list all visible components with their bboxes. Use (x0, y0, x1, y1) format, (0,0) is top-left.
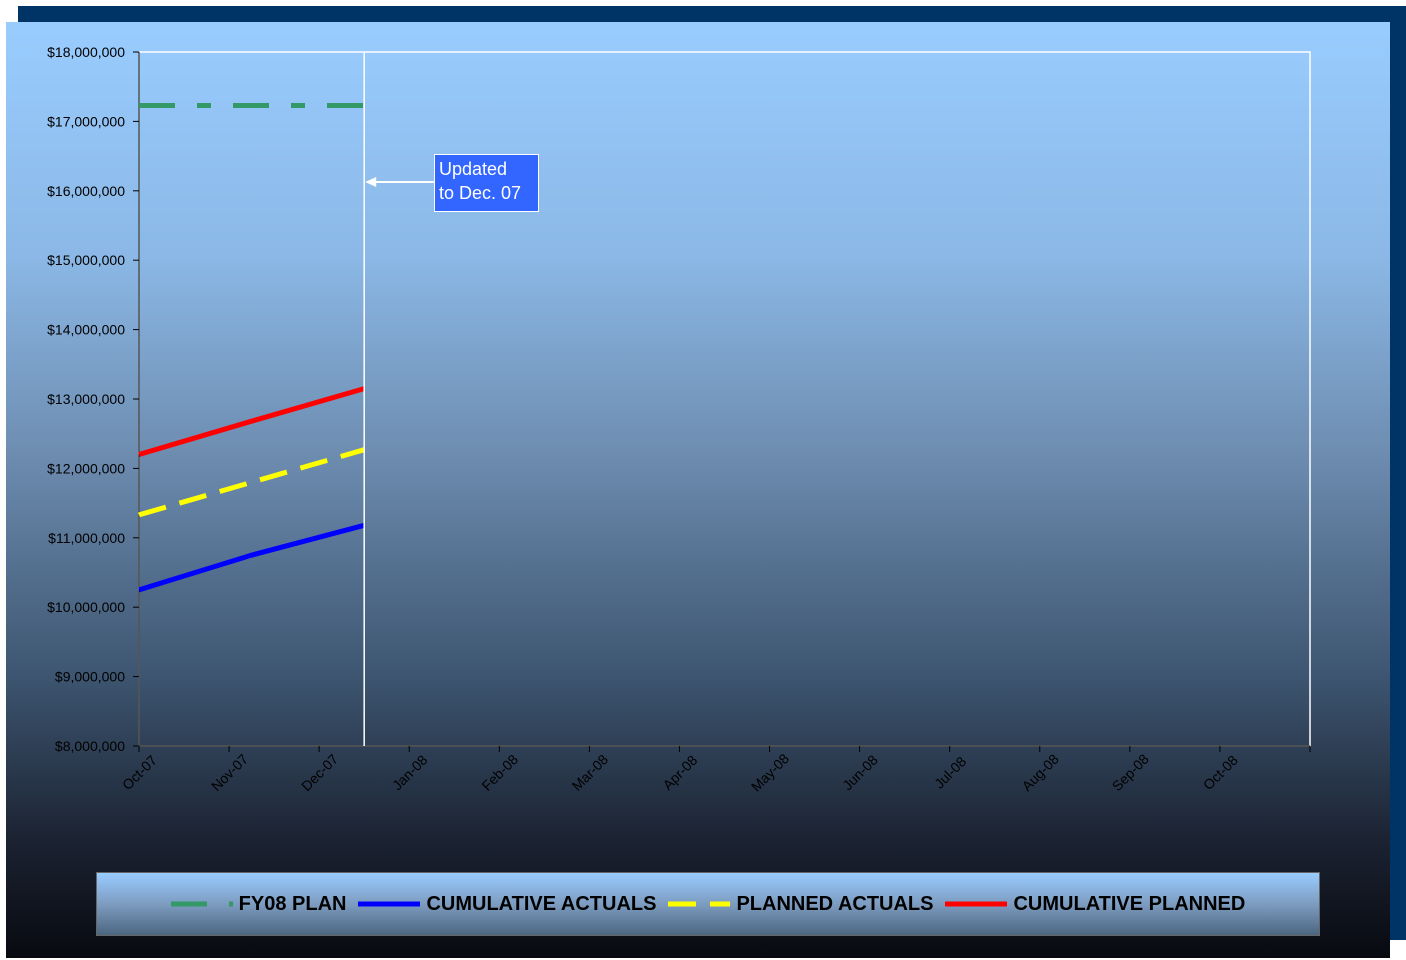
series-line-cumulative-actuals (138, 522, 365, 593)
y-tick-label: $11,000,000 (48, 530, 125, 546)
y-tick-label: $18,000,000 (47, 44, 125, 60)
y-tick-label: $14,000,000 (47, 322, 125, 338)
chart-frame (6, 22, 1390, 958)
callout-line2: to Dec. 07 (439, 183, 522, 203)
legend-item: FY08 PLAN (170, 892, 347, 916)
update-callout: Updated to Dec. 07 (434, 154, 539, 212)
legend: FY08 PLAN CUMULATIVE ACTUALS PLANNED ACTUA… (96, 872, 1320, 936)
series-layer (138, 102, 365, 593)
y-tick-label: $9,000,000 (55, 669, 125, 685)
x-axis: Oct-07 Nov-07 Dec-07 Jan-08 Feb-08 Mar-08 Apr-… (119, 745, 1311, 795)
series-line-planned-actuals (138, 447, 365, 518)
x-tick-label: Dec-07 (298, 751, 341, 794)
y-tick-label: $10,000,000 (47, 599, 125, 615)
y-tick-label: $16,000,000 (47, 183, 125, 199)
x-tick-label: Mar-08 (569, 751, 612, 794)
x-tick-label: Jun-08 (839, 752, 881, 794)
x-tick-label: May-08 (748, 750, 792, 794)
annotation-layer (363, 52, 434, 746)
plot-border (138, 51, 1311, 747)
x-tick-label: Jul-08 (931, 753, 969, 791)
legend-label: CUMULATIVE PLANNED (1013, 892, 1246, 915)
y-tick-label: $17,000,000 (47, 113, 125, 129)
y-tick-label: $13,000,000 (47, 391, 125, 407)
legend-item: CUMULATIVE PLANNED (945, 893, 1245, 916)
legend-swatch (358, 901, 421, 907)
callout-line1: Updated (439, 159, 508, 179)
x-tick-label: Oct-07 (119, 752, 160, 793)
legend-label: CUMULATIVE ACTUALS (426, 892, 657, 915)
plot-area (138, 51, 1311, 747)
legend-label: PLANNED ACTUALS (736, 892, 934, 915)
legend-swatch (170, 901, 233, 907)
series-line-cumulative-planned (138, 386, 365, 457)
y-tick-label: $15,000,000 (47, 252, 125, 268)
y-tick-label: $8,000,000 (55, 738, 125, 754)
x-tick-label: Apr-08 (659, 752, 700, 793)
y-tick-label: $12,000,000 (47, 460, 125, 476)
x-tick-label: Aug-08 (1019, 751, 1062, 794)
legend-swatch (945, 901, 1008, 907)
x-tick-label: Jan-08 (389, 752, 431, 794)
x-tick-label: Feb-08 (478, 751, 521, 794)
x-tick-label: Nov-07 (208, 751, 251, 794)
y-axis: $8,000,000 $9,000,000 $10,000,000 $11,000,0… (47, 44, 140, 754)
legend-label: FY08 PLAN (238, 892, 347, 915)
legend-item: PLANNED ACTUALS (668, 893, 933, 916)
legend-swatch (668, 901, 731, 907)
x-tick-label: Sep-08 (1109, 751, 1152, 794)
callout-arrow-head (365, 177, 377, 187)
legend-item: CUMULATIVE ACTUALS (358, 893, 656, 916)
x-tick-label: Oct-08 (1200, 752, 1241, 793)
